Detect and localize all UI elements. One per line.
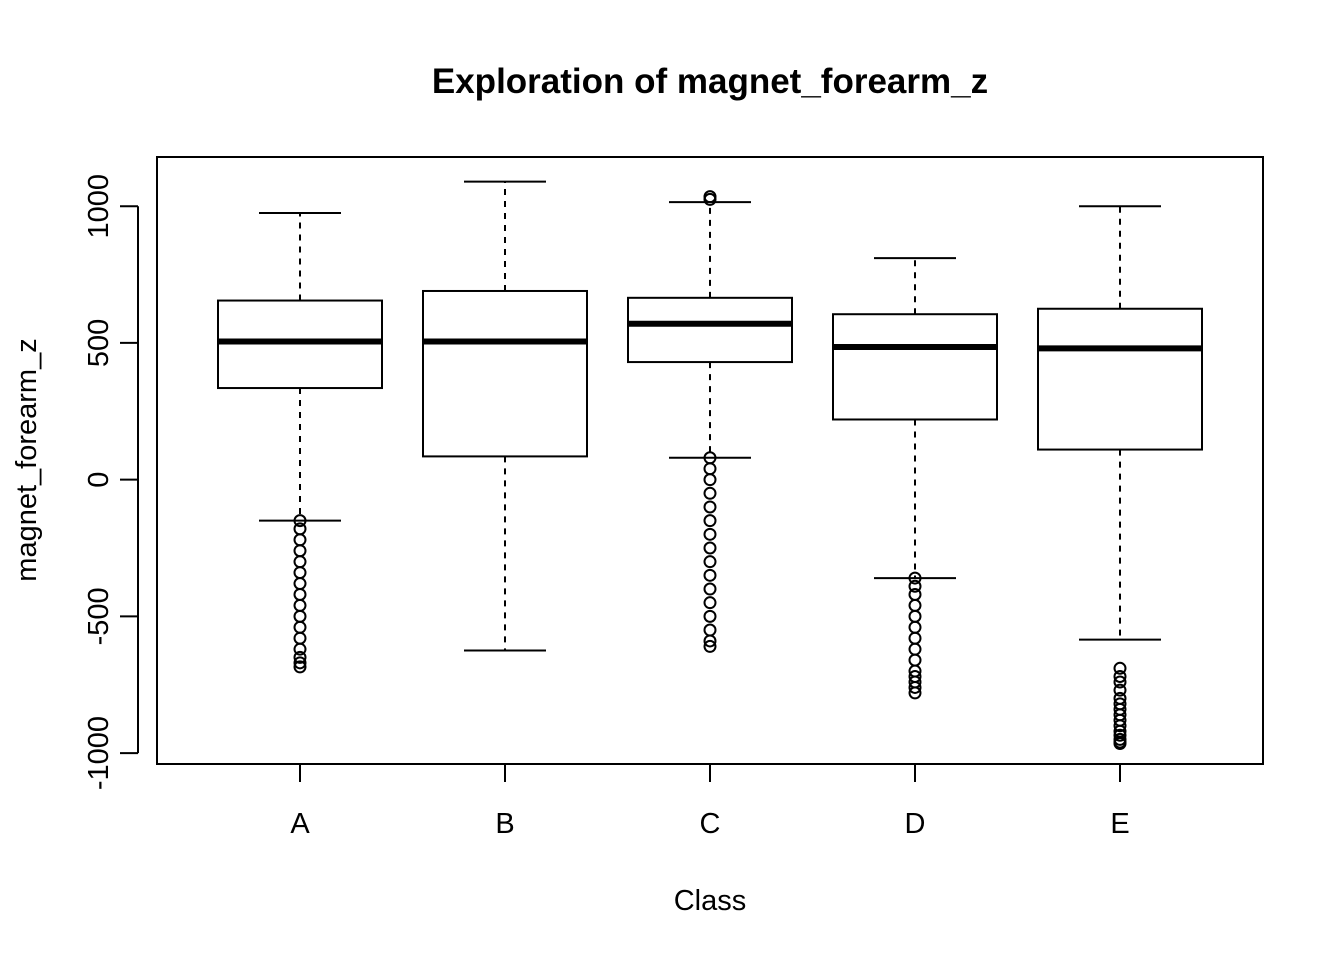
outlier-point	[293, 533, 307, 547]
outlier-point	[703, 514, 717, 528]
outlier-point	[703, 541, 717, 555]
outlier-point	[1113, 670, 1127, 684]
outlier-point	[703, 634, 717, 648]
y-tick-label: 0	[83, 472, 115, 488]
outlier-point	[703, 190, 717, 204]
outlier-point	[703, 609, 717, 623]
outlier-point	[293, 522, 307, 536]
y-tick-label: -1000	[83, 716, 115, 790]
outlier-point	[908, 653, 922, 667]
x-axis-label: Class	[674, 885, 747, 917]
outlier-point	[703, 462, 717, 476]
outlier-point	[293, 514, 307, 528]
outlier-point	[293, 598, 307, 612]
box-C	[627, 190, 793, 653]
x-tick-label: D	[905, 808, 926, 840]
outlier-point	[908, 680, 922, 694]
y-tick-label: 1000	[83, 174, 115, 239]
outlier-point	[908, 642, 922, 656]
outlier-point	[703, 527, 717, 541]
iqr-box	[422, 289, 588, 458]
box-E	[1037, 205, 1203, 750]
outlier-point	[703, 623, 717, 637]
outlier-point	[703, 473, 717, 487]
outlier-point	[908, 598, 922, 612]
outlier-point	[703, 500, 717, 514]
chart-title: Exploration of magnet_forearm_z	[432, 62, 988, 101]
outlier-point	[1113, 683, 1127, 697]
box-B	[422, 180, 588, 652]
outlier-point	[293, 650, 307, 664]
x-tick-label: A	[290, 808, 310, 840]
outlier-point	[1113, 719, 1127, 733]
iqr-box	[627, 296, 793, 364]
outlier-point	[908, 571, 922, 585]
outlier-point	[293, 660, 307, 674]
outlier-point	[703, 582, 717, 596]
outlier-point	[703, 568, 717, 582]
outlier-point	[293, 656, 307, 670]
outlier-point	[703, 555, 717, 569]
x-tick-label: C	[700, 808, 721, 840]
box-A	[217, 212, 383, 674]
outlier-point	[908, 686, 922, 700]
outlier-point	[293, 577, 307, 591]
outlier-point	[1113, 736, 1127, 750]
boxes	[217, 180, 1203, 750]
y-axis: -1000 -500 0 500 1000	[83, 174, 139, 790]
outlier-point	[908, 620, 922, 634]
outlier-point	[293, 609, 307, 623]
x-tick-label: B	[495, 808, 514, 840]
outlier-point	[703, 639, 717, 653]
outlier-point	[293, 620, 307, 634]
outlier-point	[1113, 661, 1127, 675]
outlier-point	[293, 631, 307, 645]
outlier-point	[1113, 728, 1127, 742]
y-axis-label: magnet_forearm_z	[11, 338, 43, 581]
outlier-point	[1113, 675, 1127, 689]
outlier-point	[703, 596, 717, 610]
outlier-point	[293, 566, 307, 580]
y-tick-label: 500	[83, 319, 115, 367]
x-axis: A B C D E	[290, 763, 1130, 840]
outlier-point	[703, 486, 717, 500]
iqr-box	[1037, 307, 1203, 451]
outlier-point	[908, 609, 922, 623]
outlier-point	[293, 642, 307, 656]
outlier-point	[908, 579, 922, 593]
outlier-point	[293, 587, 307, 601]
x-tick-label: E	[1110, 808, 1129, 840]
y-tick-label: -500	[83, 587, 115, 645]
outlier-point	[908, 587, 922, 601]
outlier-point	[293, 544, 307, 558]
outlier-point	[908, 631, 922, 645]
outlier-point	[293, 555, 307, 569]
box-D	[832, 257, 998, 700]
iqr-box	[832, 313, 998, 421]
